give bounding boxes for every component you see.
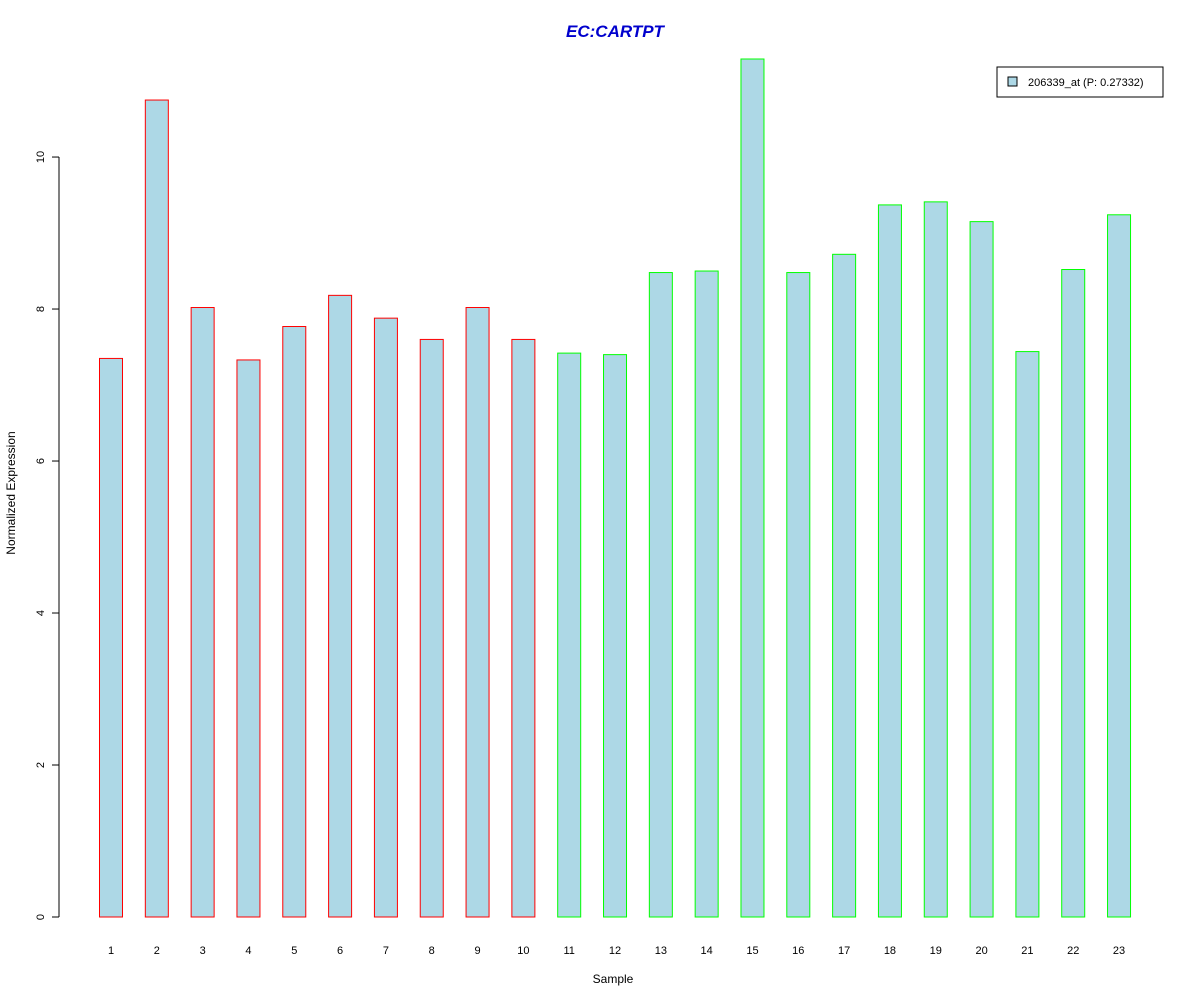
bar-sample-21	[1015, 351, 1040, 918]
x-tick-label: 1	[108, 945, 114, 957]
bar-sample-3	[190, 307, 215, 918]
x-tick-label: 21	[1021, 945, 1033, 957]
legend-label: 206339_at (P: 0.27332)	[1028, 77, 1144, 89]
x-tick-label: 3	[200, 945, 206, 957]
x-tick-label: 5	[291, 945, 297, 957]
x-tick-label: 11	[563, 945, 574, 957]
bar-sample-2	[144, 99, 169, 918]
bar-sample-11	[557, 352, 582, 918]
y-tick-label: 8	[35, 306, 47, 312]
x-tick-label: 6	[337, 945, 343, 957]
bar-sample-10	[511, 338, 536, 918]
legend-box	[996, 66, 1164, 98]
x-tick-label: 4	[245, 945, 251, 957]
bar-sample-16	[786, 272, 811, 918]
x-axis-title: Sample	[593, 972, 634, 986]
x-tick-labels: 1 2 3 4 5 6 7 8 9 10 11 12 13 14 15 16 17 18 19 20 21 22 23	[108, 945, 1125, 957]
bar-sample-5	[282, 326, 307, 918]
legend: 206339_at (P: 0.27332)	[996, 66, 1164, 98]
bar-sample-4	[236, 359, 261, 918]
x-tick-label: 7	[383, 945, 389, 957]
x-tick-label: 10	[517, 945, 529, 957]
bar-sample-15	[740, 58, 765, 918]
y-tick-label: 0	[35, 914, 47, 920]
y-tick-label: 4	[35, 610, 47, 616]
x-tick-label: 19	[930, 945, 942, 957]
x-tick-label: 22	[1067, 945, 1079, 957]
bar-sample-14	[694, 270, 719, 918]
bar-sample-12	[603, 354, 628, 918]
bar-sample-22	[1061, 269, 1086, 918]
bars	[99, 58, 1132, 918]
bar-sample-6	[328, 294, 353, 918]
bar-sample-23	[1107, 214, 1132, 918]
y-tick-label: 10	[35, 151, 47, 163]
x-tick-label: 9	[474, 945, 480, 957]
bar-sample-8	[419, 338, 444, 918]
x-tick-label: 16	[792, 945, 804, 957]
chart-title: EC:CARTPT	[566, 22, 666, 41]
y-tick-label: 6	[35, 458, 47, 464]
x-tick-label: 12	[609, 945, 621, 957]
bar-sample-13	[648, 272, 673, 918]
x-tick-label: 17	[838, 945, 850, 957]
bar-sample-18	[877, 204, 902, 918]
y-axis: 0 2 4 6 8 10	[35, 151, 60, 920]
bar-sample-7	[373, 317, 398, 918]
legend-swatch	[1007, 76, 1018, 87]
x-tick-label: 2	[154, 945, 160, 957]
bar-sample-19	[923, 201, 948, 918]
y-axis-title: Normalized Expression	[4, 431, 18, 554]
bar-sample-20	[969, 221, 994, 918]
x-tick-label: 23	[1113, 945, 1125, 957]
x-tick-label: 20	[975, 945, 987, 957]
x-tick-label: 15	[746, 945, 758, 957]
x-tick-label: 14	[701, 945, 713, 957]
x-tick-label: 8	[429, 945, 435, 957]
bar-sample-9	[465, 307, 490, 918]
bar-sample-17	[832, 253, 857, 918]
x-tick-label: 13	[655, 945, 667, 957]
bar-sample-1	[99, 357, 123, 918]
y-tick-label: 2	[35, 762, 47, 768]
x-tick-label: 18	[884, 945, 896, 957]
